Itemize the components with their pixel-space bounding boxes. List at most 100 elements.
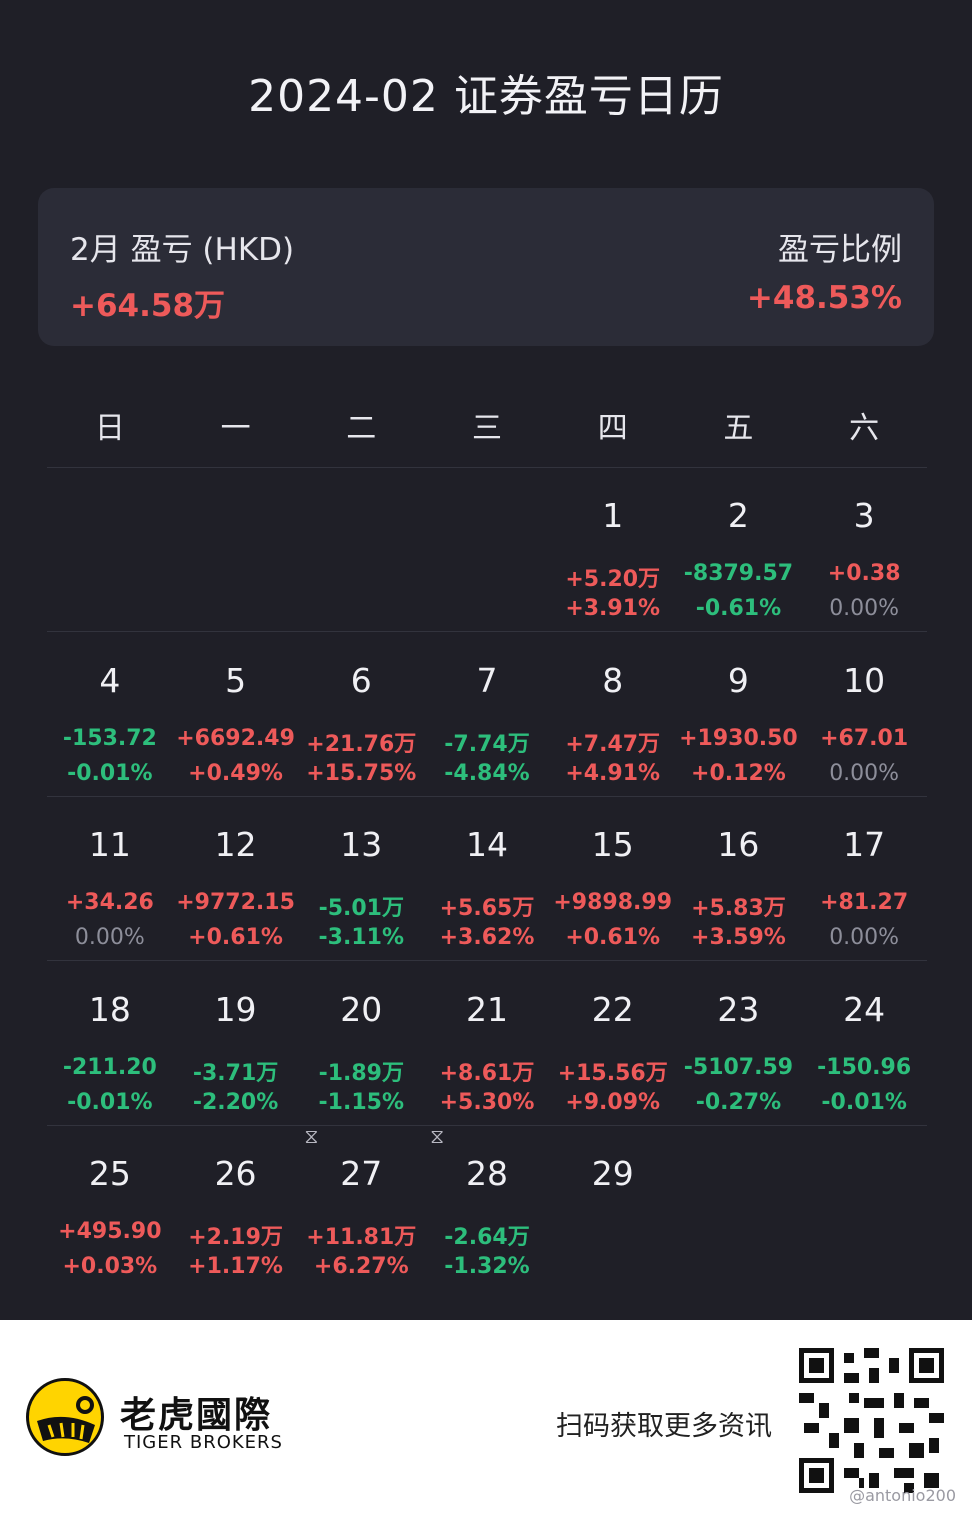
day-pnl-amount: -5107.59 [683, 1054, 794, 1080]
day-pnl-amount: -1.89万 [318, 1060, 404, 1086]
day-pnl-percent: +4.91% [565, 760, 661, 786]
day-number: 2 [727, 496, 749, 535]
day-pnl-percent: +0.12% [691, 760, 786, 786]
day-pnl-amount: -2.64万 [444, 1225, 530, 1250]
calendar-day-5[interactable]: 5 +6692.49 +0.49% [173, 633, 299, 798]
calendar-day-1[interactable]: 1 +5.20万 +3.91% [550, 468, 676, 633]
month-pnl-value: +64.58万 [70, 288, 226, 324]
weekday-thu: 四 [597, 411, 628, 446]
day-number: 21 [465, 989, 508, 1029]
calendar-day-21[interactable]: 21 +8.61万 +5.30% [424, 962, 550, 1127]
day-pnl-amount: +9898.99 [553, 890, 673, 915]
day-pnl-amount: -5.01万 [318, 896, 404, 921]
calendar-day-23[interactable]: 23 -5107.59 -0.27% [676, 962, 802, 1127]
weekday-header: 日 一 二 三 四 五 六 [47, 405, 927, 465]
weekday-fri: 五 [723, 411, 754, 446]
divider [47, 467, 927, 468]
day-number: 15 [591, 825, 634, 864]
calendar-day-7[interactable]: 7 -7.74万 -4.84% [424, 633, 550, 798]
weekday-sat: 六 [849, 411, 880, 446]
day-number: 1 [602, 496, 624, 535]
page-title: 2024-02 证券盈亏日历 [248, 71, 724, 122]
day-pnl-percent: +5.30% [439, 1089, 535, 1115]
calendar-day-18[interactable]: 18 -211.20 -0.01% [47, 962, 173, 1127]
day-pnl-percent: +3.59% [691, 925, 786, 950]
brand-name-cn: 老虎國際 [120, 1395, 273, 1436]
day-number: 10 [843, 660, 886, 700]
day-pnl-percent: -0.01% [67, 1089, 153, 1115]
calendar-day-11[interactable]: 11 +34.26 0.00% [47, 797, 173, 962]
calendar-day-12[interactable]: 12 +9772.15 +0.61% [173, 797, 299, 962]
day-number: 13 [340, 825, 383, 864]
calendar-empty-cell [173, 468, 299, 633]
day-pnl-amount: +495.90 [58, 1219, 162, 1244]
calendar-day-9[interactable]: 9 +1930.50 +0.12% [676, 633, 802, 798]
day-number: 4 [99, 660, 121, 700]
calendar-day-6[interactable]: 6 +21.76万 +15.75% [298, 633, 424, 798]
day-pnl-amount: +5.65万 [439, 896, 535, 921]
month-pnl-label: 2月 盈亏 (HKD) [70, 232, 295, 268]
calendar-day-22[interactable]: 22 +15.56万 +9.09% [550, 962, 676, 1127]
day-number: 24 [843, 989, 886, 1029]
day-pnl-percent: 0.00% [829, 925, 900, 950]
calendar-day-29[interactable]: 29 [550, 1126, 676, 1291]
day-number: 18 [88, 989, 131, 1029]
day-pnl-amount: +11.81万 [306, 1225, 417, 1250]
divider [47, 796, 927, 797]
calendar-day-25[interactable]: 25 +495.90 +0.03% [47, 1126, 173, 1291]
day-number: 16 [717, 825, 760, 864]
pnl-ratio-value: +48.53% [746, 280, 902, 316]
calendar-day-8[interactable]: 8 +7.47万 +4.91% [550, 633, 676, 798]
day-pnl-amount: +9772.15 [176, 890, 295, 915]
day-pnl-amount: +34.26 [65, 890, 154, 915]
day-number: 11 [88, 825, 131, 864]
pnl-ratio-label: 盈亏比例 [778, 232, 902, 268]
calendar-day-20[interactable]: 20 -1.89万 -1.15% [298, 962, 424, 1127]
day-pnl-percent: +3.62% [439, 925, 535, 950]
calendar-day-3[interactable]: 3 +0.38 0.00% [801, 468, 927, 633]
calendar-day-15[interactable]: 15 +9898.99 +0.61% [550, 797, 676, 962]
calendar-day-17[interactable]: 17 +81.27 0.00% [801, 797, 927, 962]
divider [47, 1125, 927, 1126]
calendar-day-13[interactable]: 13 -5.01万 -3.11% [298, 797, 424, 962]
day-pnl-amount: -211.20 [62, 1054, 157, 1080]
hourglass-icon: ⧖ [430, 1124, 445, 1148]
calendar-day-19[interactable]: 19 -3.71万 -2.20% [173, 962, 299, 1127]
day-pnl-percent: +15.75% [306, 760, 417, 786]
day-number: 23 [717, 989, 760, 1029]
day-pnl-percent: -0.61% [695, 596, 782, 621]
day-pnl-amount: +1930.50 [679, 725, 798, 751]
day-pnl-percent: +0.61% [565, 925, 661, 950]
day-pnl-percent: 0.00% [74, 925, 145, 950]
day-pnl-percent: -1.32% [444, 1254, 530, 1279]
day-pnl-amount: +7.47万 [565, 731, 661, 757]
calendar-day-24[interactable]: 24 -150.96 -0.01% [801, 962, 927, 1127]
day-pnl-percent: 0.00% [829, 760, 900, 786]
calendar-day-2[interactable]: 2 -8379.57 -0.61% [676, 468, 802, 633]
day-pnl-amount: +21.76万 [306, 731, 417, 757]
day-pnl-percent: -0.01% [821, 1089, 907, 1115]
hourglass-icon: ⧖ [304, 1124, 319, 1148]
day-number: 12 [214, 825, 257, 864]
day-pnl-amount: -7.74万 [444, 731, 530, 757]
day-number: 3 [853, 496, 875, 535]
day-pnl-amount: +15.56万 [557, 1060, 668, 1086]
day-pnl-amount: -3.71万 [192, 1060, 279, 1086]
calendar-day-14[interactable]: 14 +5.65万 +3.62% [424, 797, 550, 962]
day-number: 22 [591, 989, 634, 1029]
calendar-day-26[interactable]: 26 +2.19万 +1.17% [173, 1126, 299, 1291]
calendar-day-10[interactable]: 10 +67.01 0.00% [801, 633, 927, 798]
day-number: 26 [214, 1154, 257, 1193]
day-pnl-percent: +1.17% [188, 1254, 283, 1279]
calendar-day-16[interactable]: 16 +5.83万 +3.59% [676, 797, 802, 962]
day-pnl-amount: +0.38 [827, 561, 901, 586]
day-pnl-amount: -8379.57 [683, 561, 794, 586]
day-pnl-amount: +8.61万 [439, 1060, 535, 1086]
day-number: 27 [340, 1154, 383, 1193]
weekday-mon: 一 [220, 411, 251, 446]
calendar-day-28[interactable]: ⧖ 28 -2.64万 -1.32% [424, 1124, 550, 1291]
day-pnl-amount: +67.01 [820, 725, 909, 751]
calendar-day-27[interactable]: ⧖ 27 +11.81万 +6.27% [298, 1124, 424, 1291]
calendar-day-4[interactable]: 4 -153.72 -0.01% [47, 633, 173, 798]
day-pnl-amount: +6692.49 [176, 725, 295, 751]
